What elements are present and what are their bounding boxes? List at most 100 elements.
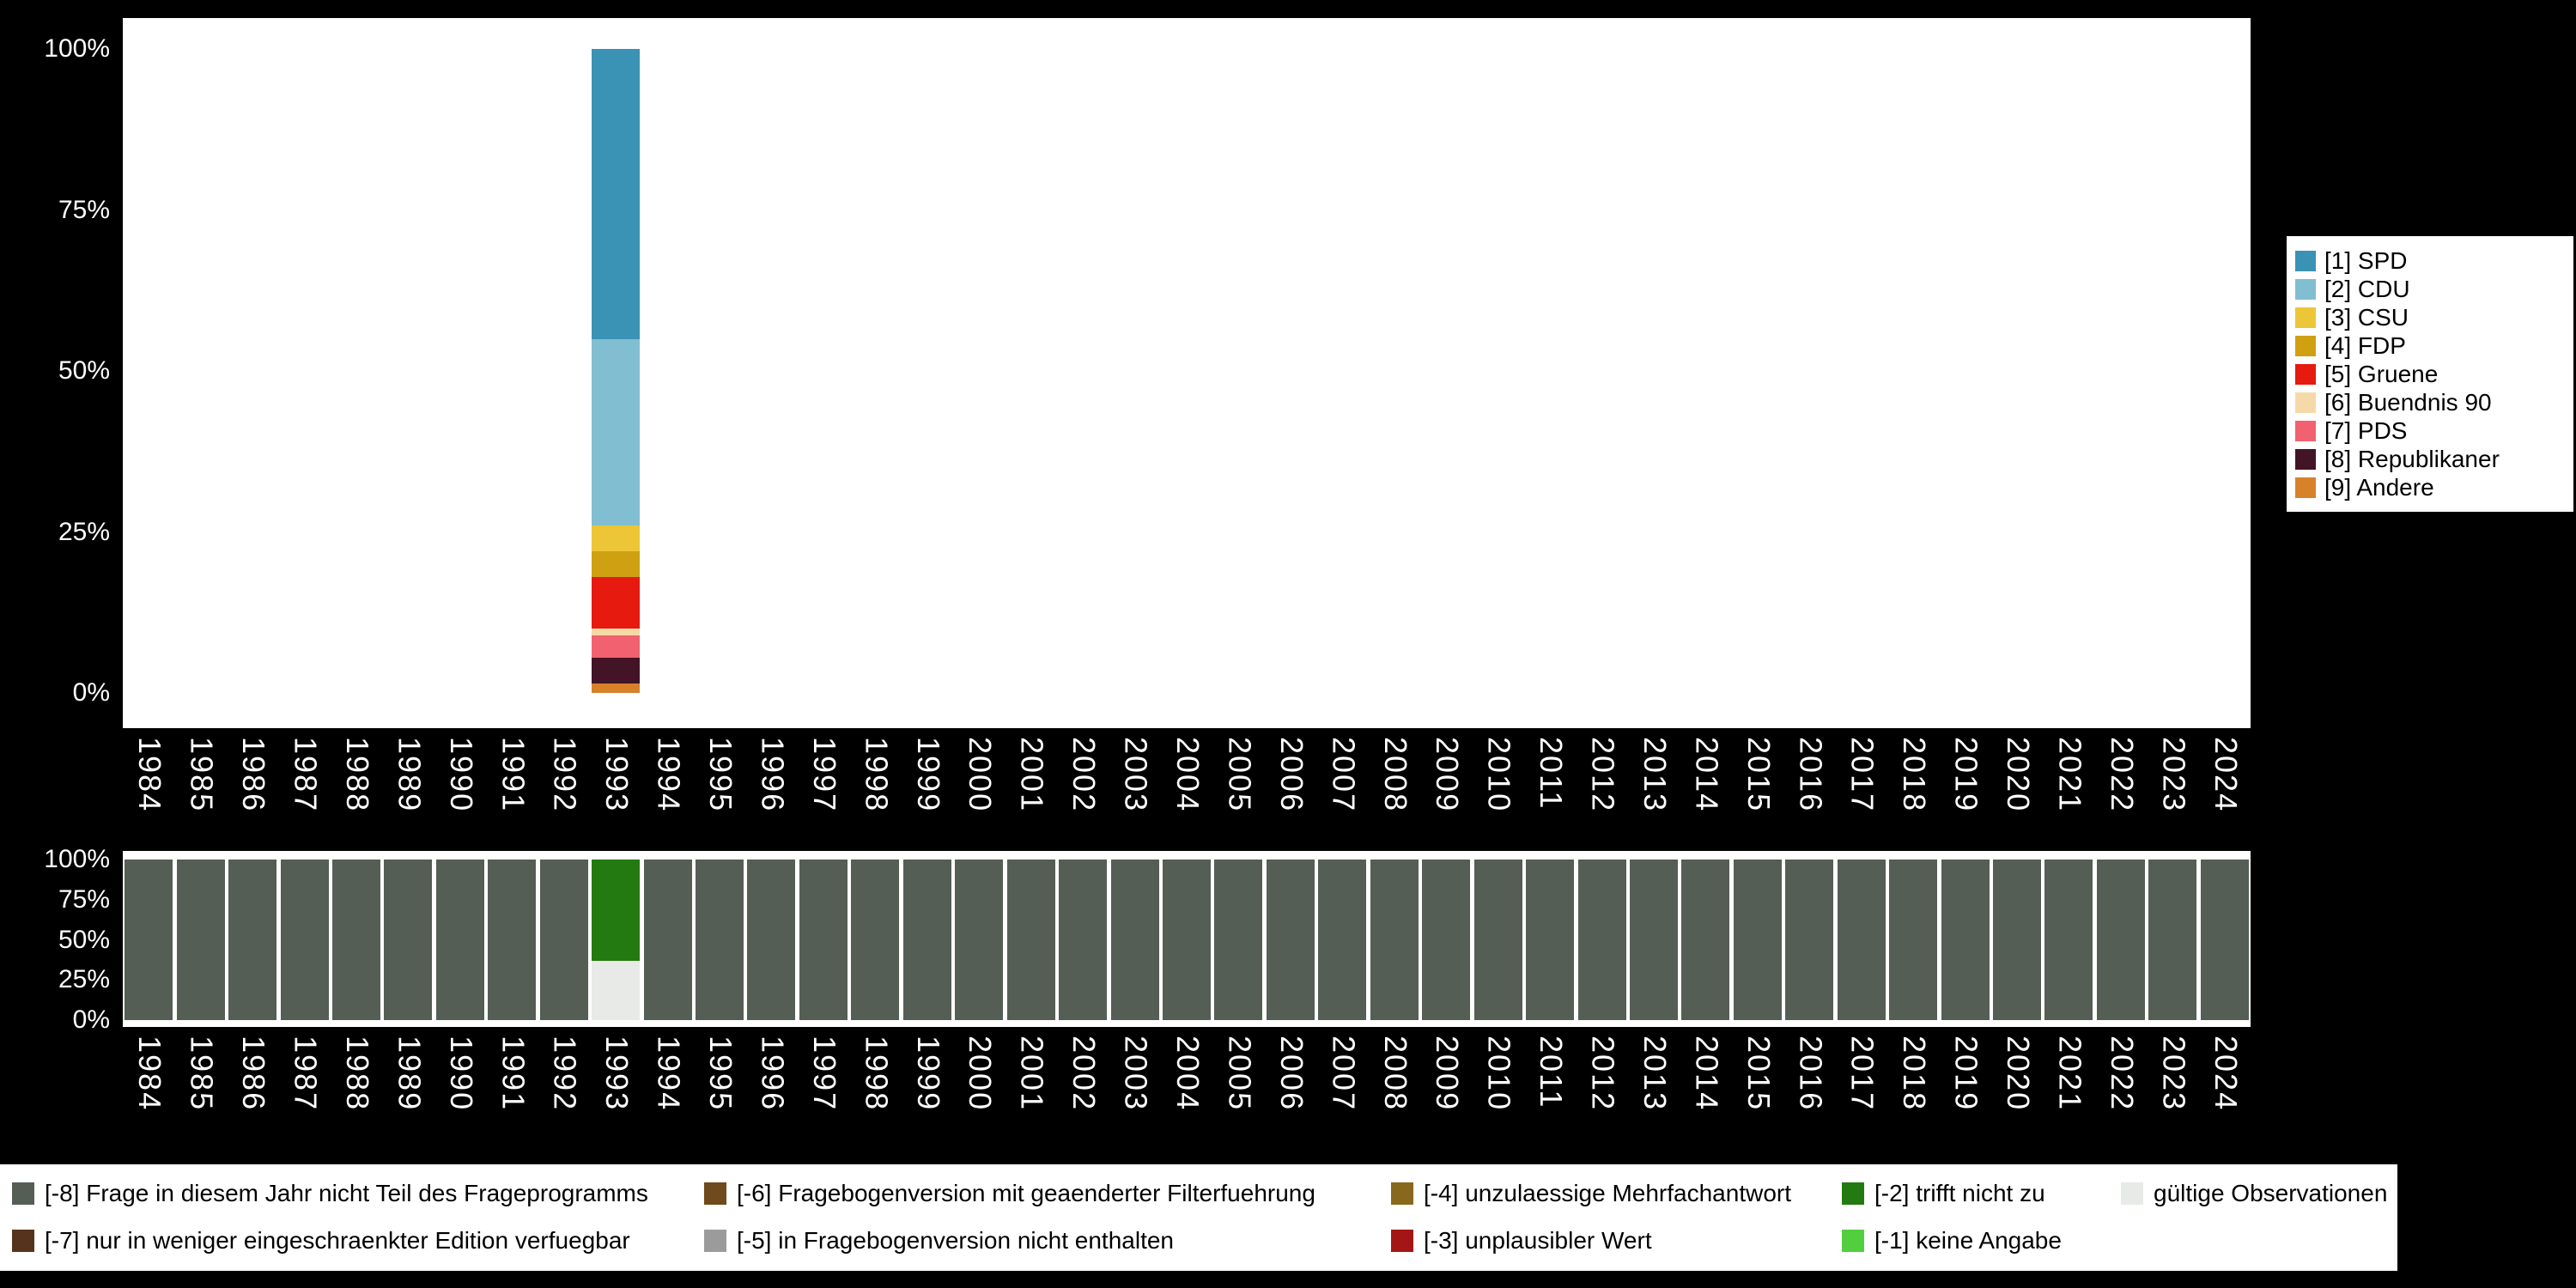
- x-tick-label: 2024: [2208, 737, 2244, 813]
- bar-segment: [1370, 860, 1419, 1020]
- x-tick-label: 1989: [392, 737, 428, 813]
- x-tick-label: 1997: [806, 737, 842, 813]
- x-tick-label: 1987: [288, 1036, 324, 1112]
- bar-segment: [902, 860, 951, 1020]
- bar-missing-values-2019: [1941, 860, 1990, 1020]
- legend-item-label: [-4] unzulaessige Mehrfachantwort: [1424, 1179, 1791, 1206]
- x-tick-label: 2001: [1014, 1036, 1050, 1112]
- x-tick-label: 2013: [1637, 737, 1673, 813]
- bar-missing-values-2003: [1110, 860, 1159, 1020]
- x-tick-label: 2014: [1689, 737, 1725, 813]
- legend-swatch-icon: [704, 1229, 726, 1252]
- bar-missing-values-2021: [2044, 860, 2093, 1020]
- bar-segment: [1214, 860, 1263, 1020]
- legend-item: [5] Gruene: [2295, 360, 2565, 388]
- bar-missing-values-2011: [1526, 860, 1575, 1020]
- legend-item: [8] Republikaner: [2295, 445, 2565, 473]
- bar-segment: [228, 860, 277, 1020]
- party-chart-y-axis: 100% 75% 50% 25% 0%: [0, 34, 115, 707]
- x-tick-label: 2000: [963, 737, 999, 813]
- legend-swatch-icon: [12, 1229, 34, 1252]
- bar-missing-values-2023: [2148, 860, 2197, 1020]
- legend-swatch-icon: [12, 1182, 34, 1205]
- party-chart-panel: [123, 18, 2251, 728]
- bar-segment: [955, 860, 1004, 1020]
- bar-missing-values-2004: [1163, 860, 1211, 1020]
- bar-segment: [696, 860, 744, 1020]
- bar-missing-values-2005: [1214, 860, 1263, 1020]
- legend-swatch-icon: [1842, 1229, 1864, 1252]
- bar-segment: [176, 860, 225, 1020]
- legend-swatch-icon: [2295, 250, 2316, 271]
- bar-segment: [592, 49, 641, 339]
- y-tick-label: 75%: [58, 195, 110, 224]
- x-tick-label: 2005: [1222, 1036, 1258, 1112]
- bar-segment: [1629, 860, 1678, 1020]
- x-tick-label: 2008: [1377, 737, 1413, 813]
- legend-item-label: [-7] nur in weniger eingeschraenkter Edi…: [45, 1226, 630, 1254]
- legend-item-label: [9] Andere: [2324, 473, 2434, 501]
- x-tick-label: 2011: [1534, 737, 1570, 811]
- x-tick-label: 2014: [1689, 1036, 1725, 1112]
- bar-missing-values-2009: [1422, 860, 1471, 1020]
- x-tick-label: 2006: [1273, 737, 1309, 813]
- bar-segment: [1837, 860, 1886, 1020]
- bar-missing-values-1984: [125, 860, 173, 1020]
- x-tick-label: 1986: [236, 1036, 272, 1112]
- x-tick-label: 1995: [703, 737, 739, 813]
- x-tick-label: 1992: [547, 1036, 583, 1112]
- y-tick-label: 0%: [72, 678, 110, 707]
- legend-item-label: [-6] Fragebogenversion mit geaenderter F…: [737, 1179, 1315, 1206]
- bar-segment: [1422, 860, 1471, 1020]
- x-tick-label: 2024: [2208, 1036, 2244, 1112]
- bar-missing-values-1989: [384, 860, 433, 1020]
- x-tick-label: 1996: [755, 737, 791, 813]
- x-tick-label: 2005: [1222, 737, 1258, 813]
- bar-segment: [1889, 860, 1938, 1020]
- x-tick-label: 1988: [339, 1036, 375, 1112]
- x-tick-label: 2022: [2104, 737, 2140, 813]
- bar-missing-values-1997: [799, 860, 848, 1020]
- y-tick-label: 50%: [58, 356, 110, 385]
- x-tick-label: 2009: [1430, 737, 1466, 813]
- bar-segment: [331, 860, 380, 1020]
- legend-item-label: [3] CSU: [2324, 303, 2409, 331]
- bar-missing-values-2017: [1837, 860, 1886, 1020]
- bar-segment: [280, 860, 329, 1020]
- party-legend: [1] SPD [2] CDU [3] CSU [4] FDP [5] Gruene [6…: [2287, 236, 2573, 512]
- legend-swatch-icon: [2295, 420, 2316, 441]
- bar-missing-values-2018: [1889, 860, 1938, 1020]
- bar-segment: [2200, 860, 2249, 1020]
- bar-segment: [2096, 860, 2145, 1020]
- legend-item: [-6] Fragebogenversion mit geaenderter F…: [704, 1170, 1315, 1217]
- bar-segment: [2044, 860, 2093, 1020]
- legend-item-label: [7] PDS: [2324, 416, 2408, 444]
- x-tick-label: 2020: [2001, 1036, 2037, 1112]
- missing-legend-column: [-4] unzulaessige Mehrfachantwort [-3] un…: [1391, 1170, 1791, 1264]
- bar-missing-values-1995: [696, 860, 744, 1020]
- bar-segment: [539, 860, 588, 1020]
- bar-missing-values-2013: [1629, 860, 1678, 1020]
- x-tick-label: 1988: [339, 737, 375, 813]
- legend-item: [-5] in Fragebogenversion nicht enthalte…: [704, 1217, 1315, 1264]
- x-tick-label: 1994: [651, 737, 687, 813]
- bar-missing-values-2015: [1733, 860, 1782, 1020]
- y-tick-label: 0%: [72, 1005, 110, 1034]
- legend-item-label: [-5] in Fragebogenversion nicht enthalte…: [737, 1226, 1174, 1254]
- x-tick-label: 2004: [1170, 737, 1206, 813]
- missing-legend-column: gültige Observationen: [2121, 1170, 2387, 1217]
- legend-item: [-4] unzulaessige Mehrfachantwort: [1391, 1170, 1791, 1217]
- bar-missing-values-1985: [176, 860, 225, 1020]
- x-tick-label: 1998: [859, 1036, 895, 1112]
- legend-item-label: gültige Observationen: [2154, 1179, 2388, 1206]
- y-tick-label: 100%: [44, 34, 110, 63]
- legend-item: [-7] nur in weniger eingeschraenkter Edi…: [12, 1217, 648, 1264]
- legend-item: [4] FDP: [2295, 331, 2565, 360]
- legend-swatch-icon: [2295, 363, 2316, 385]
- x-tick-label: 1991: [495, 1036, 532, 1112]
- x-tick-label: 2001: [1014, 737, 1050, 813]
- bar-segment: [384, 860, 433, 1020]
- x-tick-label: 1987: [288, 737, 324, 813]
- bar-segment: [125, 860, 173, 1020]
